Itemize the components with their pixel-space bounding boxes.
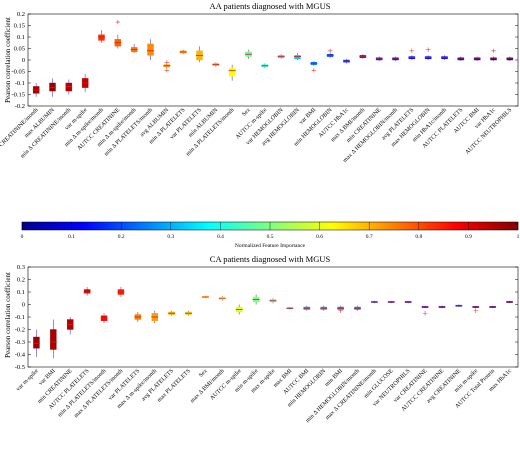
box-outlier	[164, 60, 170, 65]
box-outlier	[425, 47, 431, 52]
box-outlier	[115, 19, 121, 25]
y-tick-label: -0.1	[15, 314, 25, 321]
y-tick-label: -0.2	[15, 103, 25, 110]
box-iqr	[98, 34, 105, 41]
y-tick-label: 0.3	[17, 264, 25, 271]
box-iqr	[65, 82, 73, 92]
y-tick-label: 0.15	[14, 23, 25, 30]
colorbar-tick-label: 0.2	[118, 234, 125, 240]
y-tick-label: 0	[22, 57, 25, 64]
colorbar-tick-label: 0.5	[267, 234, 274, 240]
x-category-label: Sex	[198, 368, 209, 379]
x-category-label: Sex	[241, 107, 252, 118]
colorbar: 0 0.1 0.2 0.3 0.4 0.5 0.6 0.7 0.8 0.9 1 Normalized…	[21, 221, 520, 249]
box-outlier	[311, 68, 317, 73]
colorbar-label: Normalized Feature Importance	[235, 243, 306, 249]
box-iqr	[33, 336, 40, 349]
colorbar-tick-label: 0.3	[167, 234, 174, 240]
box-iqr	[83, 289, 91, 294]
colorbar-tick-label: 0.1	[68, 234, 75, 240]
chart-title-ca: CA patients diagnosed with MGUS	[210, 254, 331, 264]
y-tick-label: -0.4	[15, 352, 26, 359]
x-category-label: max PLATELETS	[156, 368, 191, 403]
y-tick-label: -0.05	[11, 69, 25, 76]
y-tick-label: 0	[22, 302, 25, 309]
box-iqr	[228, 67, 236, 77]
colorbar-tick-label: 0.7	[366, 234, 373, 240]
box-outlier	[338, 308, 343, 313]
box-iqr	[49, 82, 56, 92]
y-tick-label: -0.15	[11, 92, 25, 99]
colorbar-tick-label: 0.6	[316, 234, 323, 240]
box-iqr	[294, 55, 301, 60]
colorbar-tick-label: 1	[517, 234, 520, 240]
chart-panel-aa: AA patients diagnosed with MGUS Pearson …	[0, 1, 519, 164]
y-tick-label: 0.1	[17, 289, 25, 296]
box-outlier	[327, 48, 333, 53]
y-tick-label: -0.3	[15, 339, 25, 346]
box-outlier	[422, 311, 428, 316]
chart-title-aa: AA patients diagnosed with MGUS	[210, 1, 331, 11]
y-tick-label: -0.5	[15, 364, 25, 371]
x-category-label: var m-spike	[15, 368, 40, 393]
colorbar-tick-label: 0.4	[217, 234, 224, 240]
box-outlier	[473, 308, 478, 313]
colorbar-tick-label: 0	[21, 234, 24, 240]
box-iqr	[50, 329, 57, 350]
colorbar-tick-label: 0.9	[465, 234, 472, 240]
box-iqr	[147, 43, 154, 56]
box-outlier	[164, 68, 170, 73]
y-tick-label: -0.2	[15, 327, 25, 334]
box-outlier	[409, 48, 415, 53]
y-tick-label: 0.1	[17, 34, 25, 41]
y-tick-label: 0.2	[17, 11, 25, 18]
x-category-label: max Δ CREATININE/month	[0, 107, 40, 160]
y-tick-label: 0.05	[14, 46, 25, 53]
y-tick-label: -0.1	[15, 80, 25, 87]
chart-panel-ca: CA patients diagnosed with MGUS Pearson …	[4, 254, 519, 424]
box-outlier	[491, 48, 496, 53]
y-axis-label-aa: Pearson correlation coefficient	[4, 17, 12, 103]
y-axis-label-ca: Pearson correlation coefficient	[4, 272, 12, 358]
y-tick-label: 0.2	[17, 277, 25, 284]
colorbar-tick-label: 0.8	[415, 234, 422, 240]
